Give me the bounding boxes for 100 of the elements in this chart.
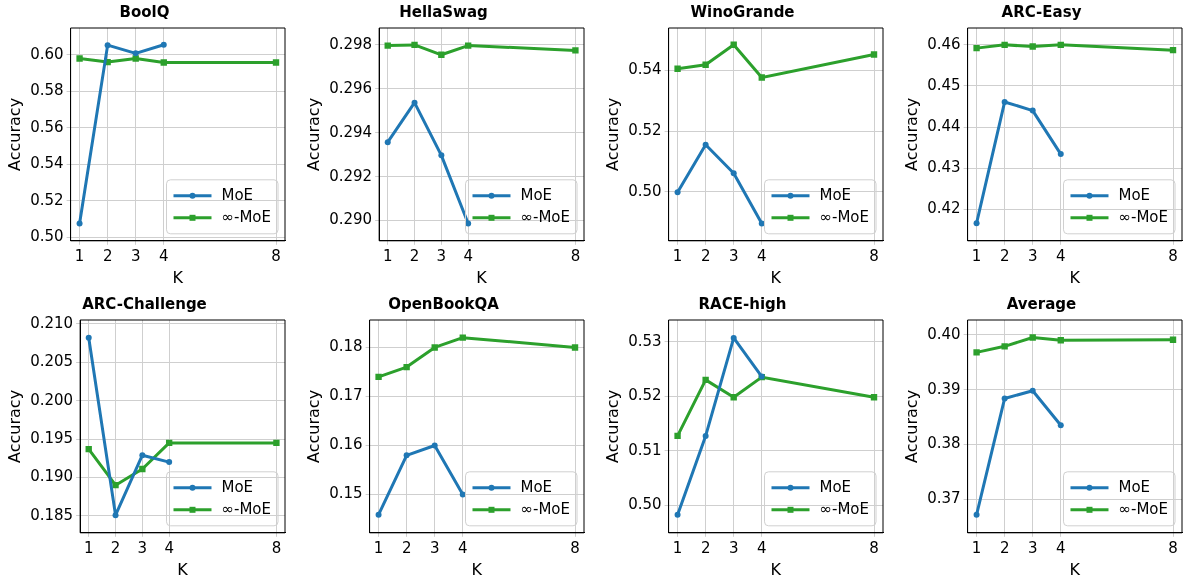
x-tick-label: 4 [1055, 246, 1066, 265]
x-tick-label: 1 [672, 538, 683, 557]
y-axis-title: Accuracy [4, 97, 24, 171]
legend-label: ∞-MoE [819, 207, 870, 226]
point [674, 432, 681, 440]
y-axis-title: Accuracy [602, 97, 622, 171]
x-axis-title: K [172, 267, 184, 287]
x-tick-label: 3 [728, 246, 739, 265]
x-tick-label: 2 [999, 246, 1010, 265]
y-tick-label: 0.296 [329, 78, 373, 97]
legend-label: ∞-MoE [819, 499, 870, 518]
point [464, 42, 472, 49]
y-tick-label: 0.210 [30, 313, 74, 332]
legend-label: MoE [1118, 185, 1151, 204]
point [160, 59, 167, 66]
x-tick-label: 3 [728, 538, 739, 557]
chart-title: Average [1006, 294, 1077, 313]
point [384, 139, 391, 146]
y-tick-label: 0.38 [927, 434, 961, 453]
y-tick-label: 0.15 [329, 484, 363, 503]
point [702, 376, 709, 384]
point [1001, 343, 1008, 350]
point [702, 61, 709, 68]
point [139, 465, 146, 473]
y-tick-label: 0.60 [30, 44, 64, 63]
x-axis-title: K [1069, 267, 1081, 287]
legend-label: ∞-MoE [520, 499, 571, 518]
point [730, 170, 737, 177]
legend-label: MoE [819, 477, 852, 496]
y-tick-label: 0.50 [628, 494, 662, 513]
x-axis-title: K [770, 267, 782, 287]
point [1029, 43, 1036, 50]
x-tick-label: 3 [1027, 246, 1038, 265]
point [112, 481, 119, 489]
x-tick-label: 3 [436, 246, 447, 265]
legend-label: MoE [221, 185, 254, 204]
point [674, 511, 681, 518]
x-tick-label: 1 [971, 538, 982, 557]
y-tick-label: 0.185 [30, 505, 74, 524]
x-tick-label: 8 [271, 246, 281, 265]
y-tick-label: 0.42 [927, 199, 961, 218]
point [375, 373, 382, 381]
point [465, 220, 472, 227]
y-tick-label: 0.52 [628, 386, 662, 405]
legend-label: ∞-MoE [520, 207, 571, 226]
y-tick-label: 0.190 [30, 467, 74, 486]
y-axis-title: Accuracy [901, 97, 921, 171]
point [403, 452, 410, 459]
point [674, 189, 681, 196]
legend-label: MoE [819, 185, 852, 204]
point [375, 511, 382, 518]
chart-title: WinoGrande [690, 2, 795, 21]
point [1001, 98, 1008, 105]
point [674, 65, 681, 72]
y-tick-label: 0.292 [329, 166, 373, 185]
x-tick-label: 3 [429, 538, 440, 557]
x-tick-label: 8 [570, 538, 580, 557]
y-tick-label: 0.37 [927, 489, 961, 508]
point [273, 439, 280, 447]
point [272, 59, 280, 66]
y-axis-title: Accuracy [303, 97, 323, 171]
x-tick-label: 8 [869, 246, 879, 265]
x-tick-label: 2 [102, 246, 113, 265]
x-tick-label: 8 [1168, 538, 1178, 557]
y-tick-label: 0.294 [329, 122, 373, 141]
x-tick-label: 2 [700, 538, 711, 557]
y-tick-label: 0.298 [329, 34, 373, 53]
legend-label: ∞-MoE [221, 207, 272, 226]
y-tick-label: 0.56 [30, 117, 64, 136]
x-tick-label: 4 [457, 538, 468, 557]
x-axis-title: K [177, 559, 189, 579]
x-axis-title: K [1069, 559, 1081, 579]
y-tick-label: 0.50 [628, 181, 662, 200]
point [104, 42, 111, 49]
legend-label: MoE [520, 185, 553, 204]
x-tick-label: 4 [463, 246, 473, 265]
point [85, 334, 92, 341]
legend-label: ∞-MoE [221, 499, 272, 518]
point [730, 334, 737, 341]
point [1001, 395, 1008, 402]
point [1029, 107, 1036, 114]
x-tick-label: 3 [130, 246, 141, 265]
y-axis-title: Accuracy [4, 389, 24, 463]
chart-title: ARC-Challenge [82, 294, 207, 313]
chart-title: HellaSwag [399, 2, 488, 21]
y-tick-label: 0.200 [30, 390, 74, 409]
y-axis-title: Accuracy [303, 389, 323, 463]
point [1029, 387, 1036, 394]
y-tick-label: 0.46 [927, 34, 961, 53]
point [973, 511, 980, 518]
point [1029, 334, 1036, 341]
x-tick-label: 4 [1055, 538, 1066, 557]
x-tick-label: 2 [999, 538, 1010, 557]
y-tick-label: 0.45 [927, 75, 961, 94]
point [139, 452, 146, 459]
chart-title: OpenBookQA [388, 294, 500, 313]
point [1057, 151, 1064, 158]
y-tick-label: 0.18 [329, 337, 363, 356]
y-tick-label: 0.54 [30, 154, 64, 173]
y-tick-label: 0.39 [927, 379, 961, 398]
